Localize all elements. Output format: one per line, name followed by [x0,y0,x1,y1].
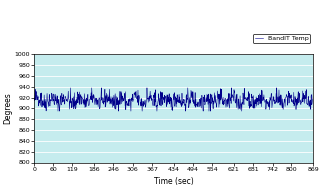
Y-axis label: Degrees: Degrees [3,93,12,124]
Legend: BandIT Temp: BandIT Temp [253,34,310,43]
BandIT Temp [114,97,118,99]
BandIT Temp [179,102,183,105]
BandIT Temp [32,97,36,99]
BandIT Temp [69,87,72,89]
BandIT Temp [155,110,159,112]
BandIT Temp [180,101,184,103]
BandIT Temp [56,110,60,112]
BandIT Temp [311,91,315,93]
BandIT Temp [128,98,132,101]
Line: BandIT Temp: BandIT Temp [34,88,313,111]
BandIT Temp [44,110,48,112]
X-axis label: Time (sec): Time (sec) [154,177,194,186]
